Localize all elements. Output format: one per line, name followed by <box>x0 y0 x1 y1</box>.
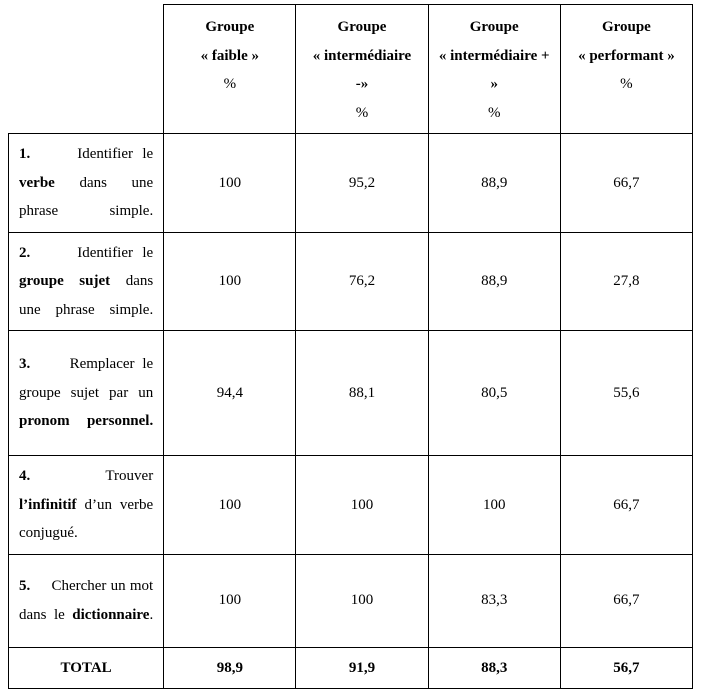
cell-value: 80,5 <box>428 331 560 456</box>
col-header-pct: % <box>571 70 682 99</box>
col-header-inter-minus: Groupe « intermédiaire -» % <box>296 5 428 134</box>
col-header-main: Groupe <box>306 13 417 42</box>
row-desc: 4. Trouver l’infinitif d’un verbe conjug… <box>9 456 164 555</box>
cell-value: 76,2 <box>296 232 428 331</box>
row-num: 5. <box>19 578 30 594</box>
cell-value: 100 <box>296 456 428 555</box>
cell-value: 88,1 <box>296 331 428 456</box>
row-num: 3. <box>19 356 30 372</box>
row-text: Remplacer le groupe sujet par un pronom … <box>19 356 153 429</box>
cell-value: 88,9 <box>428 232 560 331</box>
cell-value: 100 <box>164 456 296 555</box>
total-label: TOTAL <box>9 647 164 689</box>
cell-value: 66,7 <box>560 456 692 555</box>
cell-value: 100 <box>164 134 296 233</box>
cell-value: 95,2 <box>296 134 428 233</box>
row-text: Identifier le verbe dans une phrase simp… <box>19 146 153 219</box>
cell-value: 55,6 <box>560 331 692 456</box>
row-num: 4. <box>19 468 30 484</box>
col-header-pct: % <box>439 99 550 128</box>
col-header-inter-plus: Groupe « intermédiaire + » % <box>428 5 560 134</box>
col-header-sub: « intermédiaire -» <box>306 42 417 99</box>
cell-value: 100 <box>296 554 428 647</box>
results-table: Groupe « faible » % Groupe « intermédiai… <box>8 4 693 689</box>
row-desc: 3. Remplacer le groupe sujet par un pron… <box>9 331 164 456</box>
col-header-sub: « intermédiaire + » <box>439 42 550 99</box>
table-row: 5. Chercher un mot dans le dictionnaire.… <box>9 554 693 647</box>
row-text: Chercher un mot dans le dictionnaire. <box>19 578 153 623</box>
row-text: Trouver l’infinitif d’un verbe conjugué. <box>19 468 153 541</box>
col-header-main: Groupe <box>174 13 285 42</box>
row-num: 1. <box>19 146 30 162</box>
cell-value: 66,7 <box>560 554 692 647</box>
col-header-faible: Groupe « faible » % <box>164 5 296 134</box>
total-value: 56,7 <box>560 647 692 689</box>
total-row: TOTAL 98,9 91,9 88,3 56,7 <box>9 647 693 689</box>
table-row: 1. Identifier le verbe dans une phrase s… <box>9 134 693 233</box>
cell-value: 100 <box>428 456 560 555</box>
table-header-row: Groupe « faible » % Groupe « intermédiai… <box>9 5 693 134</box>
table-row: 4. Trouver l’infinitif d’un verbe conjug… <box>9 456 693 555</box>
total-value: 98,9 <box>164 647 296 689</box>
row-text: Identifier le groupe sujet dans une phra… <box>19 245 153 318</box>
row-num: 2. <box>19 245 30 261</box>
cell-value: 94,4 <box>164 331 296 456</box>
col-header-main: Groupe <box>571 13 682 42</box>
col-header-performant: Groupe « performant » % <box>560 5 692 134</box>
cell-value: 66,7 <box>560 134 692 233</box>
cell-value: 27,8 <box>560 232 692 331</box>
row-desc: 1. Identifier le verbe dans une phrase s… <box>9 134 164 233</box>
table-row: 3. Remplacer le groupe sujet par un pron… <box>9 331 693 456</box>
cell-value: 88,9 <box>428 134 560 233</box>
row-desc: 5. Chercher un mot dans le dictionnaire. <box>9 554 164 647</box>
row-desc: 2. Identifier le groupe sujet dans une p… <box>9 232 164 331</box>
total-value: 88,3 <box>428 647 560 689</box>
total-value: 91,9 <box>296 647 428 689</box>
cell-value: 83,3 <box>428 554 560 647</box>
col-header-sub: « performant » <box>571 42 682 71</box>
corner-cell <box>9 5 164 134</box>
col-header-main: Groupe <box>439 13 550 42</box>
cell-value: 100 <box>164 554 296 647</box>
col-header-sub: « faible » <box>174 42 285 71</box>
col-header-pct: % <box>306 99 417 128</box>
table-row: 2. Identifier le groupe sujet dans une p… <box>9 232 693 331</box>
cell-value: 100 <box>164 232 296 331</box>
col-header-pct: % <box>174 70 285 99</box>
